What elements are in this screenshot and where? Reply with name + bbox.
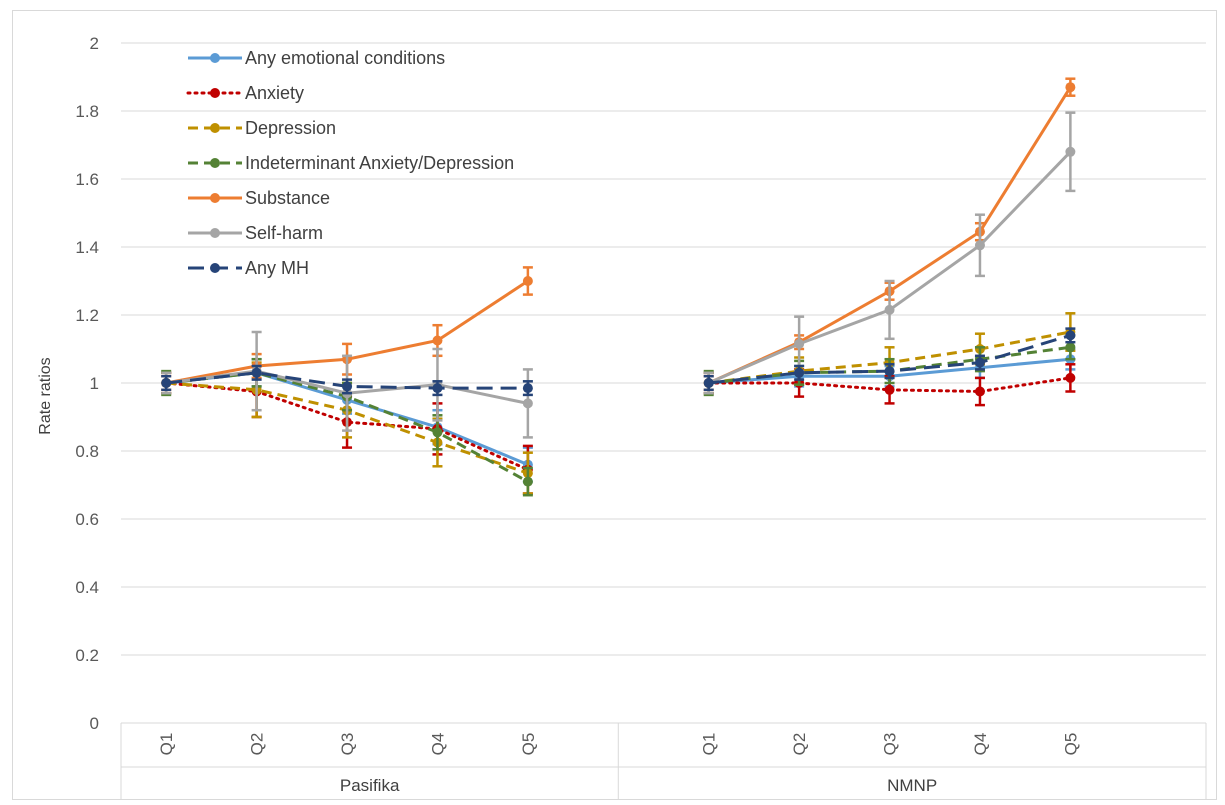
data-point bbox=[432, 383, 443, 394]
legend: Any emotional conditions Anxiety Depressio… bbox=[186, 48, 514, 278]
x-tick-label: Q5 bbox=[1061, 733, 1080, 756]
data-point bbox=[522, 276, 533, 286]
legend-entry: Indeterminant Anxiety/Depression bbox=[188, 153, 514, 173]
legend-swatch-marker bbox=[210, 123, 220, 133]
x-tick-label: Q2 bbox=[248, 733, 267, 756]
legend-label: Any emotional conditions bbox=[245, 48, 445, 68]
legend-label: Self-harm bbox=[245, 223, 323, 243]
legend-entry: Depression bbox=[188, 118, 336, 138]
y-axis-title: Rate ratios bbox=[37, 357, 54, 434]
legend-label: Any MH bbox=[245, 258, 309, 278]
legend-swatch-marker bbox=[210, 193, 220, 203]
y-tick-label: 1.4 bbox=[75, 238, 99, 257]
data-point bbox=[432, 335, 443, 346]
x-tick-label: Q3 bbox=[881, 733, 900, 756]
legend-label: Indeterminant Anxiety/Depression bbox=[245, 153, 514, 173]
data-point bbox=[522, 383, 533, 394]
legend-swatch-marker bbox=[210, 263, 220, 273]
legend-entry: Any emotional conditions bbox=[188, 48, 445, 68]
series-lines bbox=[161, 77, 1076, 497]
data-point bbox=[161, 378, 172, 388]
data-point bbox=[974, 357, 985, 368]
data-point bbox=[794, 367, 805, 378]
x-tick-label: Q2 bbox=[790, 733, 809, 756]
legend-label: Depression bbox=[245, 118, 336, 138]
data-point bbox=[974, 240, 985, 251]
series-any-emotional-conditions bbox=[161, 347, 1076, 483]
series-line bbox=[164, 381, 530, 472]
data-point bbox=[974, 386, 985, 397]
legend-entry: Anxiety bbox=[186, 83, 304, 103]
data-point bbox=[1065, 146, 1076, 157]
data-point bbox=[342, 381, 353, 392]
data-point bbox=[1065, 372, 1076, 383]
y-tick-label: 0.8 bbox=[75, 442, 99, 461]
group-label: Pasifika bbox=[340, 776, 400, 795]
legend-swatch-marker bbox=[210, 228, 220, 238]
legend-swatch-marker bbox=[210, 53, 220, 63]
data-point bbox=[884, 304, 895, 315]
series-depression bbox=[161, 312, 1076, 495]
x-tick-label: Q3 bbox=[338, 733, 357, 756]
gridlines bbox=[121, 42, 1206, 656]
legend-swatch-marker bbox=[210, 88, 220, 98]
axes: 0 0.2 0.4 0.6 0.8 1 1.2 1.4 1.6 1.8 2 Q1 Q2 Q3 Q4 Q5 Pas… bbox=[75, 34, 1207, 799]
x-tick-label: Q4 bbox=[971, 733, 990, 756]
data-point bbox=[522, 398, 533, 409]
data-point bbox=[703, 378, 714, 388]
data-point bbox=[1065, 82, 1076, 93]
data-point bbox=[884, 366, 895, 377]
line-chart: 0 0.2 0.4 0.6 0.8 1 1.2 1.4 1.6 1.8 2 Q1 Q2 Q3 Q4 Q5 Pas… bbox=[37, 34, 1207, 799]
y-tick-label: 1.2 bbox=[75, 306, 99, 325]
x-tick-label: Q1 bbox=[700, 733, 719, 756]
y-tick-label: 0.6 bbox=[75, 510, 99, 529]
y-tick-label: 2 bbox=[90, 34, 99, 53]
legend-entry: Self-harm bbox=[188, 223, 323, 243]
legend-swatch-marker bbox=[210, 158, 220, 168]
chart-frame: 0 0.2 0.4 0.6 0.8 1 1.2 1.4 1.6 1.8 2 Q1 Q2 Q3 Q4 Q5 Pas… bbox=[12, 10, 1217, 800]
y-tick-label: 1 bbox=[90, 374, 99, 393]
data-point bbox=[251, 367, 262, 378]
y-tick-label: 0 bbox=[90, 714, 99, 733]
data-point bbox=[884, 384, 895, 395]
data-point bbox=[432, 427, 443, 438]
data-point bbox=[794, 338, 805, 349]
y-tick-label: 1.6 bbox=[75, 170, 99, 189]
legend-label: Anxiety bbox=[245, 83, 304, 103]
legend-entry: Any MH bbox=[188, 258, 309, 278]
series-indeterminant-anxiety-depression bbox=[161, 334, 1076, 497]
data-point bbox=[1065, 330, 1076, 341]
data-point bbox=[1065, 342, 1076, 353]
data-point bbox=[522, 476, 533, 487]
y-tick-label: 0.4 bbox=[75, 578, 99, 597]
y-tick-label: 1.8 bbox=[75, 102, 99, 121]
legend-label: Substance bbox=[245, 188, 330, 208]
x-tick-label: Q5 bbox=[519, 733, 538, 756]
y-tick-label: 0.2 bbox=[75, 646, 99, 665]
x-tick-label: Q4 bbox=[428, 733, 447, 756]
x-tick-label: Q1 bbox=[157, 733, 176, 756]
series-any-mh bbox=[161, 327, 1076, 397]
legend-entry: Substance bbox=[188, 188, 330, 208]
group-label: NMNP bbox=[887, 776, 937, 795]
